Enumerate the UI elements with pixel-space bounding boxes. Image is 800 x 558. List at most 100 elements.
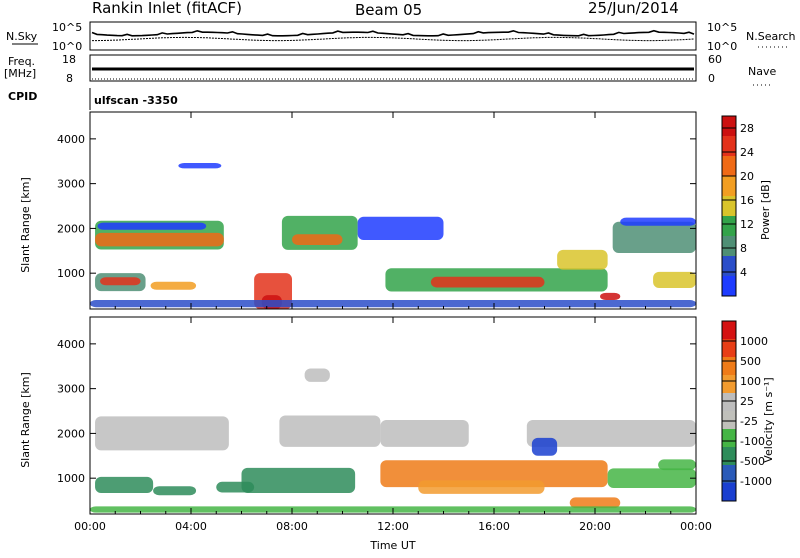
velocity-echo-region: [216, 481, 255, 493]
velocity-echo-region: [569, 497, 621, 509]
velocity-ytick-label: 1000: [57, 472, 85, 485]
nave-tick-low: 0: [708, 72, 715, 85]
power-echo-region: [430, 276, 545, 288]
beam-title: Beam 05: [355, 1, 422, 19]
power-ytick-label: 4000: [57, 133, 85, 146]
time-tick-label: 12:00: [377, 520, 409, 533]
velocity-colorbar-segment: [722, 411, 736, 430]
time-tick-label: 00:00: [680, 520, 712, 533]
velocity-echo-region: [241, 467, 356, 493]
power-echo-region: [178, 163, 222, 169]
velocity-colorbar-tick-label: -100: [740, 435, 765, 448]
time-tick-label: 16:00: [478, 520, 510, 533]
velocity-data: [90, 368, 696, 513]
velocity-echo-region: [418, 480, 545, 494]
power-colorbar-segment: [722, 176, 736, 197]
nave-label: Nave: [748, 65, 776, 78]
nsearch-label: N.Search: [746, 30, 796, 43]
power-colorbar-tick-label: 12: [740, 218, 754, 231]
power-echo-region: [557, 249, 608, 270]
power-colorbar-segment: [722, 256, 736, 277]
velocity-colorbar: 1000 500 100 25 -25 -100 -500 -1000: [721, 320, 772, 502]
velocity-ytick-label: 3000: [57, 383, 85, 396]
velocity-echo-region: [95, 476, 154, 493]
power-ytick-label: 1000: [57, 267, 85, 280]
velocity-colorbar-segment: [722, 393, 736, 412]
time-tick-label: 08:00: [276, 520, 308, 533]
time-tick-label: 20:00: [579, 520, 611, 533]
velocity-colorbar-frame: [721, 320, 737, 502]
power-colorbar-segment: [722, 216, 736, 237]
velocity-colorbar-tick-label: 1000: [740, 335, 768, 348]
power-colorbar-tick-label: 4: [740, 266, 747, 279]
power-colorbar-segment: [722, 156, 736, 177]
velocity-colorbar-tick-label: -25: [740, 415, 758, 428]
noise-strip-frame: [89, 21, 697, 51]
nave-tick-high: 60: [708, 53, 722, 66]
velocity-ylabel: Slant Range [km]: [19, 372, 32, 468]
velocity-colorbar-segment: [722, 375, 736, 394]
cpid-value: ulfscan -3350: [94, 94, 178, 107]
nsearch-trace: [92, 36, 695, 42]
velocity-colorbar-tick-label: 25: [740, 395, 754, 408]
velocity-colorbar-tick-label: -1000: [740, 475, 772, 488]
power-colorbar-frame: [721, 115, 737, 297]
velocity-colorbar-segment: [722, 483, 736, 502]
noise-traces: [91, 29, 695, 42]
power-colorbar-segment: [722, 236, 736, 257]
power-ytick-label: 3000: [57, 178, 85, 191]
power-colorbar-label: Power [dB]: [759, 180, 772, 240]
power-ytick-label: 2000: [57, 222, 85, 235]
power-echo-region: [292, 234, 343, 245]
nsky-trace: [91, 29, 695, 37]
velocity-colorbar-segment: [722, 447, 736, 466]
velocity-echo-region: [531, 437, 558, 456]
freq-unit: [MHz]: [4, 67, 36, 80]
velocity-echo-region: [95, 416, 229, 451]
power-colorbar-tick-label: 16: [740, 194, 754, 207]
nsky-label: N.Sky: [6, 30, 38, 43]
power-colorbar-tick-label: 8: [740, 242, 747, 255]
freq-strip-frame: [89, 54, 697, 82]
velocity-panel: 1000 2000 3000 4000 00:00 04:00 08:00 12:00 16:0…: [19, 316, 775, 552]
time-tick-label: 04:00: [175, 520, 207, 533]
freq-label: Freq.: [8, 55, 35, 68]
power-panel: 1000 2000 3000 4000 Slant Range [km] 4 8 12 16…: [19, 111, 772, 310]
velocity-echo-region: [279, 415, 381, 447]
freq-tick-high: 18: [62, 53, 76, 66]
velocity-colorbar-segment: [722, 465, 736, 484]
power-echo-region: [620, 217, 696, 226]
velocity-echo-region: [380, 419, 469, 447]
velocity-echo-region: [153, 486, 197, 496]
power-data: [90, 163, 696, 309]
velocity-echo-region: [304, 368, 330, 382]
velocity-ytick-label: 2000: [57, 427, 85, 440]
power-echo-region: [150, 281, 197, 290]
power-echo-region: [95, 232, 224, 247]
power-colorbar: 4 8 12 16 20 24 28: [721, 115, 754, 297]
velocity-echo-region: [658, 459, 696, 471]
power-colorbar-tick-label: 28: [740, 122, 754, 135]
power-colorbar-tick-label: 20: [740, 170, 754, 183]
velocity-echo-region: [526, 419, 696, 447]
nsearch-tick-low: 10^0: [707, 40, 737, 53]
velocity-axes: 1000 2000 3000 4000 00:00 04:00 08:00 12:00 16:0…: [57, 317, 712, 533]
velocity-colorbar-tick-label: -500: [740, 455, 765, 468]
station-title: Rankin Inlet (fitACF): [92, 0, 242, 17]
velocity-colorbar-segment: [722, 339, 736, 358]
power-colorbar-segment: [722, 276, 736, 297]
time-axis-label: Time UT: [369, 539, 415, 552]
velocity-colorbar-segment: [722, 321, 736, 340]
power-colorbar-tick-label: 24: [740, 146, 754, 159]
velocity-colorbar-label: Velocity [m s⁻¹]: [762, 377, 775, 462]
power-panel-frame: [89, 111, 697, 310]
velocity-colorbar-segment: [722, 357, 736, 376]
power-colorbar-segment: [722, 116, 736, 137]
date-title: 25/Jun/2014: [588, 0, 679, 17]
power-echo-region: [653, 271, 696, 288]
nsearch-tick-high: 10^5: [707, 21, 737, 34]
time-tick-label: 00:00: [74, 520, 106, 533]
velocity-panel-frame: [89, 316, 697, 515]
power-ylabel: Slant Range [km]: [19, 177, 32, 273]
velocity-colorbar-segment: [722, 429, 736, 448]
